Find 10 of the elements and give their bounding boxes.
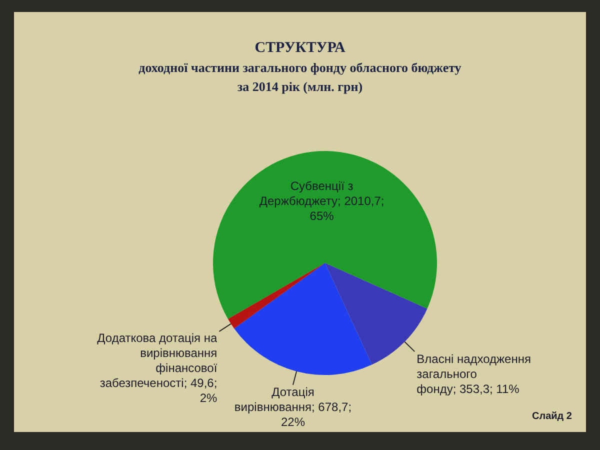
text: Слайд 2	[532, 411, 572, 422]
pie-slice	[213, 151, 437, 319]
slice-label: Додаткова дотація на вирівнювання фінансової забезпеченості; 49,6; 2%	[96, 331, 218, 406]
slice-label: Дотація вирівнювання; 678,7; 22%	[233, 384, 353, 430]
pie-slice	[234, 263, 372, 375]
slice-label: Власні надходження загального фонду; 353,3; 11%	[416, 352, 532, 397]
chart-subtitle: доходної частини загального фонду обласного бюджету за 2014 рік (млн. грн)	[138, 59, 462, 96]
slice-label: Субвенції з Держбюджету; 2010,7; 65%	[258, 178, 386, 224]
pie-slice	[228, 263, 325, 328]
chart-title: СТРУКТУРА	[254, 39, 346, 58]
